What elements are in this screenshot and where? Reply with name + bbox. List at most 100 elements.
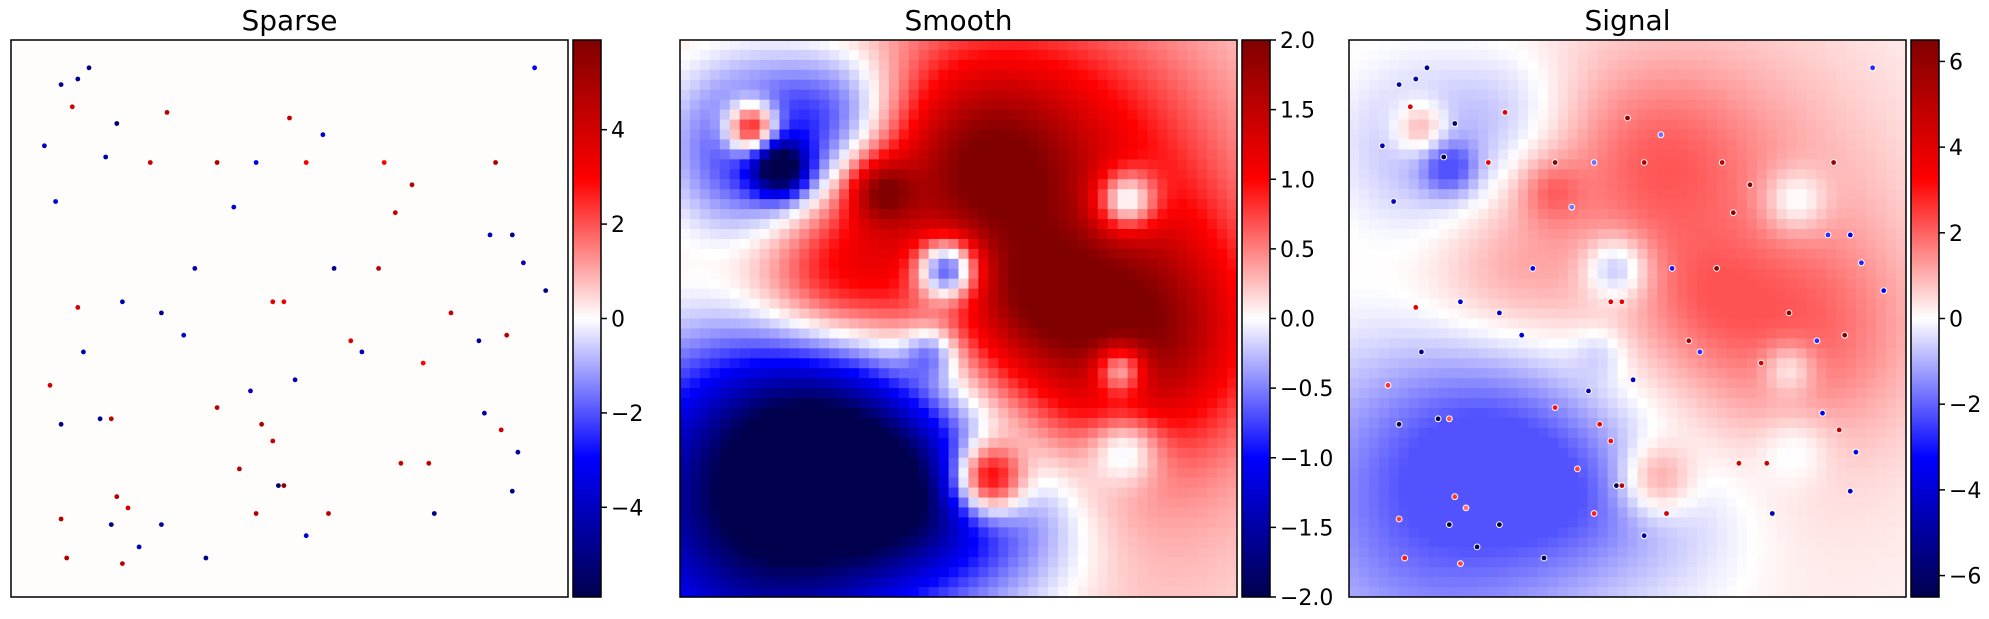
- heatmap-field-1: [680, 40, 1238, 598]
- heatmap-cell: [789, 248, 800, 260]
- heatmap-cell: [1167, 189, 1178, 200]
- heatmap-cell: [1448, 368, 1460, 379]
- heatmap-cell: [918, 368, 930, 379]
- spike-point: [420, 360, 426, 366]
- heatmap-cell: [1177, 278, 1188, 290]
- heatmap-cell: [1528, 368, 1539, 379]
- heatmap-cell: [898, 368, 910, 379]
- heatmap-cell: [1607, 79, 1619, 91]
- heatmap-cell: [1008, 497, 1019, 509]
- heatmap-cell: [1107, 169, 1119, 180]
- heatmap-cell: [948, 298, 960, 310]
- heatmap-cell: [1647, 348, 1658, 359]
- heatmap-cell: [1428, 477, 1440, 489]
- heatmap-cell: [1408, 378, 1420, 389]
- heatmap-cell: [928, 189, 940, 200]
- heatmap-cell: [1067, 577, 1079, 588]
- heatmap-cell: [1207, 497, 1218, 509]
- heatmap-cell: [948, 507, 960, 519]
- heatmap-cell: [699, 467, 711, 479]
- heatmap-cell: [1117, 547, 1129, 558]
- heatmap-cell: [1468, 587, 1479, 598]
- heatmap-cell: [729, 219, 741, 230]
- heatmap-cell: [1207, 129, 1218, 141]
- heatmap-cell: [1587, 527, 1599, 538]
- heatmap-cell: [1428, 427, 1440, 439]
- heatmap-cell: [839, 298, 850, 310]
- heatmap-cell: [978, 99, 989, 111]
- heatmap-cell: [1597, 477, 1609, 489]
- heatmap-cell: [1418, 298, 1430, 310]
- heatmap-cell: [1028, 477, 1039, 489]
- heatmap-cell: [849, 447, 860, 459]
- heatmap-cell: [908, 288, 920, 300]
- heatmap-cell: [958, 159, 970, 170]
- heatmap-cell: [1597, 129, 1609, 141]
- heatmap-cell: [779, 278, 791, 290]
- heatmap-cell: [1498, 348, 1509, 359]
- heatmap-cell: [1438, 219, 1450, 230]
- heatmap-cell: [1117, 447, 1129, 459]
- heatmap-cell: [709, 517, 721, 528]
- heatmap-cell: [1087, 129, 1099, 141]
- heatmap-cell: [1358, 40, 1370, 51]
- heatmap-cell: [1349, 159, 1360, 170]
- heatmap-cell: [839, 388, 850, 399]
- heatmap-cell: [928, 328, 940, 339]
- heatmap-cell: [1048, 437, 1059, 449]
- heatmap-cell: [1537, 348, 1549, 359]
- heatmap-cell: [739, 557, 751, 568]
- heatmap-cell: [1349, 437, 1360, 449]
- spike-point: [97, 416, 103, 422]
- heatmap-cell: [1147, 119, 1159, 131]
- heatmap-cell: [1177, 129, 1188, 141]
- heatmap-cell: [1227, 149, 1238, 160]
- heatmap-cell: [1008, 40, 1019, 51]
- heatmap-cell: [1607, 348, 1619, 359]
- heatmap-cell: [1067, 89, 1079, 101]
- heatmap-cell: [1637, 477, 1648, 489]
- heatmap-cell: [1458, 338, 1469, 349]
- heatmap-cell: [1057, 129, 1069, 141]
- spike-point: [159, 310, 164, 316]
- heatmap-cell: [1358, 288, 1370, 300]
- heatmap-cell: [1478, 288, 1489, 300]
- heatmap-cell: [1018, 497, 1029, 509]
- heatmap-cell: [789, 278, 800, 290]
- heatmap-cell: [1627, 139, 1639, 151]
- heatmap-cell: [1498, 427, 1509, 439]
- heatmap-cell: [1368, 238, 1380, 250]
- heatmap-cell: [1057, 99, 1069, 111]
- heatmap-cell: [1557, 338, 1569, 349]
- heatmap-cell: [1597, 59, 1609, 71]
- heatmap-cell: [799, 159, 810, 170]
- heatmap-cell: [859, 517, 870, 528]
- heatmap-cell: [1398, 368, 1410, 379]
- heatmap-cell: [680, 557, 691, 568]
- heatmap-cell: [928, 89, 940, 101]
- heatmap-cell: [968, 467, 979, 479]
- heatmap-cell: [1358, 189, 1370, 200]
- heatmap-cell: [1498, 467, 1509, 479]
- heatmap-cell: [1438, 557, 1450, 568]
- heatmap-cell: [1048, 129, 1059, 141]
- heatmap-cell: [799, 457, 810, 469]
- heatmap-cell: [1567, 298, 1579, 310]
- heatmap-cell: [1008, 119, 1019, 131]
- heatmap-cell: [1577, 288, 1589, 300]
- heatmap-cell: [769, 219, 781, 230]
- heatmap-cell: [918, 477, 930, 489]
- heatmap-cell: [1537, 99, 1549, 111]
- heatmap-cell: [1567, 119, 1579, 131]
- heatmap-cell: [868, 517, 880, 528]
- heatmap-cell: [1127, 40, 1139, 51]
- heatmap-cell: [1478, 547, 1489, 558]
- heatmap-cell: [1537, 437, 1549, 449]
- heatmap-cell: [1187, 587, 1198, 598]
- heatmap-cell: [1008, 189, 1019, 200]
- heatmap-cell: [819, 69, 830, 81]
- heatmap-cell: [1537, 209, 1549, 220]
- heatmap-cell: [1217, 238, 1228, 250]
- heatmap-cell: [938, 89, 950, 101]
- heatmap-cell: [1468, 169, 1479, 180]
